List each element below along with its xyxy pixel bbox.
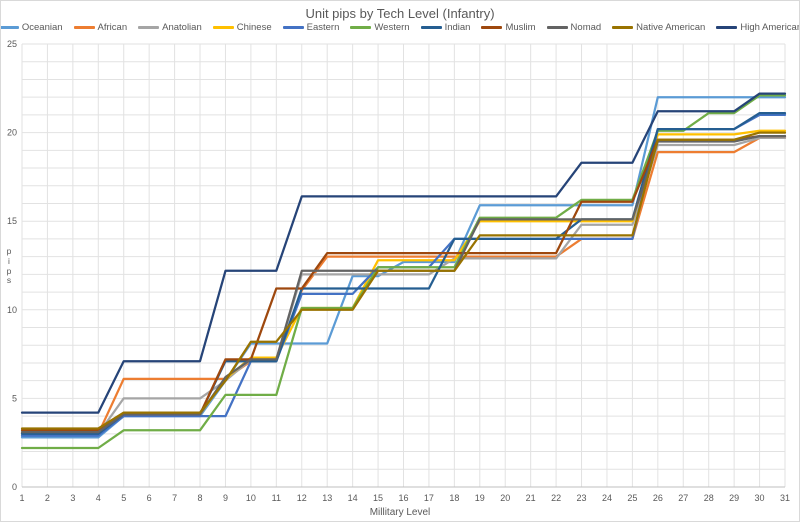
legend-label: Eastern [306, 22, 340, 33]
legend-item-native-american[interactable]: Native American [612, 22, 705, 33]
x-tick-label: 3 [70, 493, 75, 503]
legend-item-muslim[interactable]: Muslim [481, 22, 536, 33]
y-tick-label: 5 [12, 393, 17, 403]
legend-item-nomad[interactable]: Nomad [546, 22, 602, 33]
legend-item-african[interactable]: African [73, 22, 128, 33]
legend-label: Western [374, 22, 410, 33]
x-tick-label: 10 [246, 493, 256, 503]
legend-item-indian[interactable]: Indian [420, 22, 471, 33]
legend-item-eastern[interactable]: Eastern [282, 22, 340, 33]
x-tick-label: 7 [172, 493, 177, 503]
x-tick-label: 27 [678, 493, 688, 503]
legend-label: African [97, 22, 128, 33]
series-line-african[interactable] [20, 136, 787, 435]
x-tick-label: 17 [424, 493, 434, 503]
series-line-high-american[interactable] [20, 92, 787, 414]
y-tick-label: 10 [7, 305, 17, 315]
x-tick-label: 23 [577, 493, 587, 503]
legend-line-marker [1, 26, 19, 29]
x-tick-label: 14 [348, 493, 358, 503]
x-tick-label: 26 [653, 493, 663, 503]
x-tick-label: 31 [780, 493, 790, 503]
legend-line-marker [282, 26, 304, 29]
x-tick-label: 29 [729, 493, 739, 503]
series-line-native-american[interactable] [20, 131, 787, 430]
legend-line-marker [716, 26, 738, 29]
x-tick-label: 16 [398, 493, 408, 503]
y-tick-label: 0 [12, 482, 17, 492]
legend-line-marker [212, 26, 234, 29]
legend-label: Oceanian [21, 22, 63, 33]
legend-label: Native American [636, 22, 706, 33]
legend-line-marker [420, 26, 442, 29]
legend: Oceanian African Anatolian Chinese Eastern We… [1, 22, 799, 33]
legend-item-anatolian[interactable]: Anatolian [138, 22, 202, 33]
x-tick-label: 12 [297, 493, 307, 503]
x-tick-label: 21 [526, 493, 536, 503]
legend-item-oceanian[interactable]: Oceanian [1, 22, 63, 33]
x-tick-label: 11 [272, 493, 281, 503]
legend-item-western[interactable]: Western [350, 22, 410, 33]
legend-label: Chinese [236, 22, 272, 33]
legend-line-marker [612, 26, 634, 29]
x-tick-label: 1 [19, 493, 24, 503]
x-tick-label: 8 [198, 493, 203, 503]
legend-item-chinese[interactable]: Chinese [212, 22, 272, 33]
x-tick-label: 2 [45, 493, 50, 503]
x-tick-label: 25 [627, 493, 637, 503]
y-tick-label: 15 [7, 216, 17, 226]
legend-line-marker [73, 26, 95, 29]
x-tick-label: 5 [121, 493, 126, 503]
legend-label: Muslim [505, 22, 536, 33]
legend-line-marker [138, 26, 160, 29]
x-tick-label: 22 [551, 493, 561, 503]
legend-label: Anatolian [162, 22, 202, 33]
legend-line-marker [546, 26, 568, 29]
x-tick-label: 19 [475, 493, 485, 503]
legend-label: High American [740, 22, 800, 33]
x-tick-label: 15 [373, 493, 383, 503]
legend-line-marker [350, 26, 372, 29]
legend-label: Indian [444, 22, 471, 33]
x-tick-label: 24 [602, 493, 612, 503]
x-tick-label: 20 [500, 493, 510, 503]
x-tick-label: 18 [449, 493, 459, 503]
x-tick-label: 6 [147, 493, 152, 503]
chart-title: Unit pips by Tech Level (Infantry) [305, 6, 495, 21]
x-axis-title: Millitary Level [369, 507, 431, 518]
x-tick-label: 4 [96, 493, 101, 503]
x-tick-label: 9 [223, 493, 228, 503]
legend-label: Nomad [570, 22, 602, 33]
y-tick-label: 25 [7, 39, 17, 49]
x-tick-label: 28 [704, 493, 714, 503]
y-tick-label: 20 [7, 128, 17, 138]
x-tick-label: 30 [755, 493, 765, 503]
legend-item-high-american[interactable]: High American [716, 22, 800, 33]
x-tick-label: 13 [322, 493, 332, 503]
legend-line-marker [481, 26, 503, 29]
